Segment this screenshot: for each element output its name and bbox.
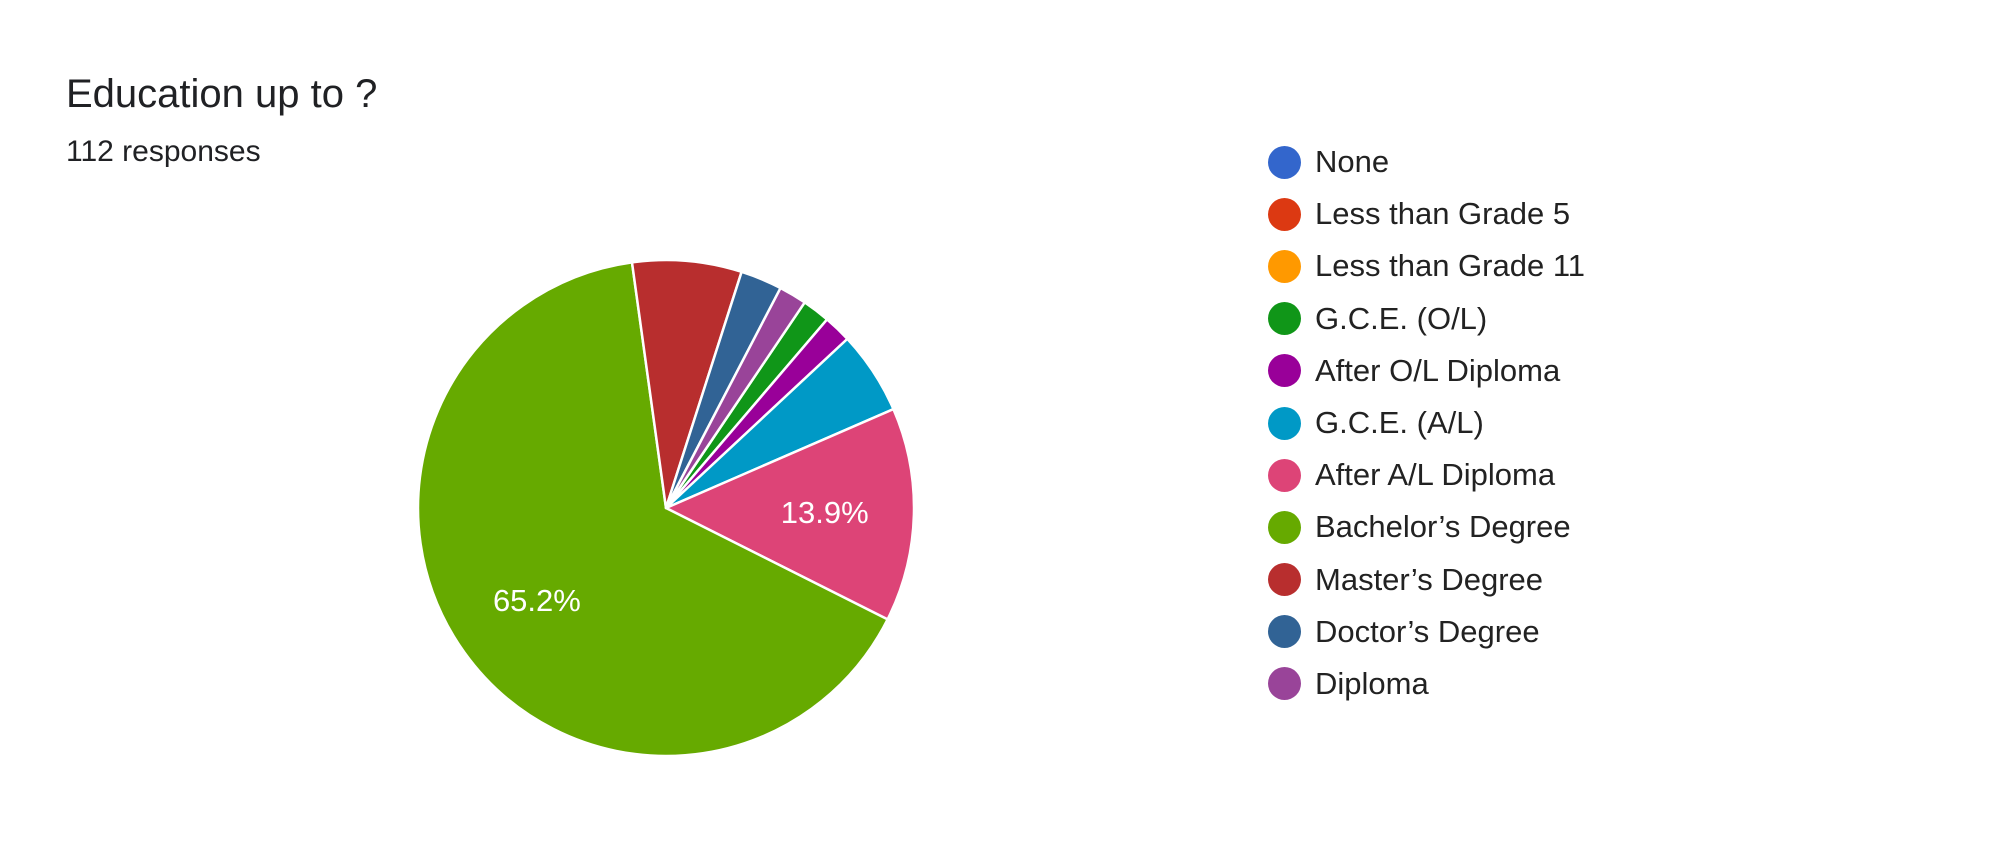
- legend-label-2: Less than Grade 11: [1315, 248, 1585, 284]
- legend-swatch-3: [1268, 302, 1301, 336]
- legend-item-4[interactable]: After O/L Diploma: [1268, 345, 1585, 397]
- legend-label-3: G.C.E. (O/L): [1315, 300, 1488, 336]
- pie-slice-8[interactable]: [630, 258, 743, 510]
- pie-chart: 13.9% 65.2%: [416, 258, 916, 758]
- pie-slice-10[interactable]: [664, 286, 806, 510]
- legend-label-5: G.C.E. (A/L): [1315, 405, 1484, 441]
- legend-swatch-5: [1268, 406, 1301, 440]
- legend-label-4: After O/L Diploma: [1315, 352, 1561, 388]
- legend-item-0[interactable]: None: [1268, 136, 1585, 188]
- legend-label-6: After A/L Diploma: [1315, 457, 1556, 493]
- legend-item-1[interactable]: Less than Grade 5: [1268, 188, 1585, 240]
- legend-swatch-6: [1268, 458, 1301, 492]
- legend-swatch-1: [1268, 197, 1301, 231]
- slice-label-7: 65.2%: [493, 583, 581, 618]
- legend-swatch-8: [1268, 563, 1301, 597]
- slice-label-6: 13.9%: [781, 495, 869, 530]
- chart-legend: None Less than Grade 5 Less than Grade 11 G…: [1268, 136, 1585, 710]
- legend-item-5[interactable]: G.C.E. (A/L): [1268, 397, 1585, 449]
- legend-swatch-4: [1268, 354, 1301, 388]
- legend-swatch-9: [1268, 615, 1301, 649]
- legend-item-2[interactable]: Less than Grade 11: [1268, 240, 1585, 292]
- legend-label-9: Doctor’s Degree: [1315, 613, 1540, 649]
- legend-label-10: Diploma: [1315, 665, 1429, 701]
- pie-slices: [416, 258, 916, 758]
- legend-swatch-10: [1268, 667, 1301, 701]
- response-count: 112 responses: [66, 135, 261, 168]
- legend-swatch-7: [1268, 510, 1301, 544]
- pie-slice-7[interactable]: [416, 261, 889, 758]
- chart-title: Education up to ?: [66, 72, 378, 116]
- legend-label-1: Less than Grade 5: [1315, 196, 1571, 232]
- legend-swatch-2: [1268, 249, 1301, 283]
- legend-label-7: Bachelor’s Degree: [1315, 509, 1571, 545]
- legend-swatch-0: [1268, 145, 1301, 179]
- legend-label-8: Master’s Degree: [1315, 561, 1544, 597]
- pie-slice-6[interactable]: [664, 407, 916, 621]
- legend-item-7[interactable]: Bachelor’s Degree: [1268, 501, 1585, 553]
- legend-item-8[interactable]: Master’s Degree: [1268, 554, 1585, 606]
- legend-item-6[interactable]: After A/L Diploma: [1268, 449, 1585, 501]
- legend-label-0: None: [1315, 144, 1390, 180]
- legend-item-9[interactable]: Doctor’s Degree: [1268, 606, 1585, 658]
- legend-item-3[interactable]: G.C.E. (O/L): [1268, 293, 1585, 345]
- pie-labels: 13.9% 65.2%: [493, 495, 869, 618]
- legend-item-10[interactable]: Diploma: [1268, 658, 1585, 710]
